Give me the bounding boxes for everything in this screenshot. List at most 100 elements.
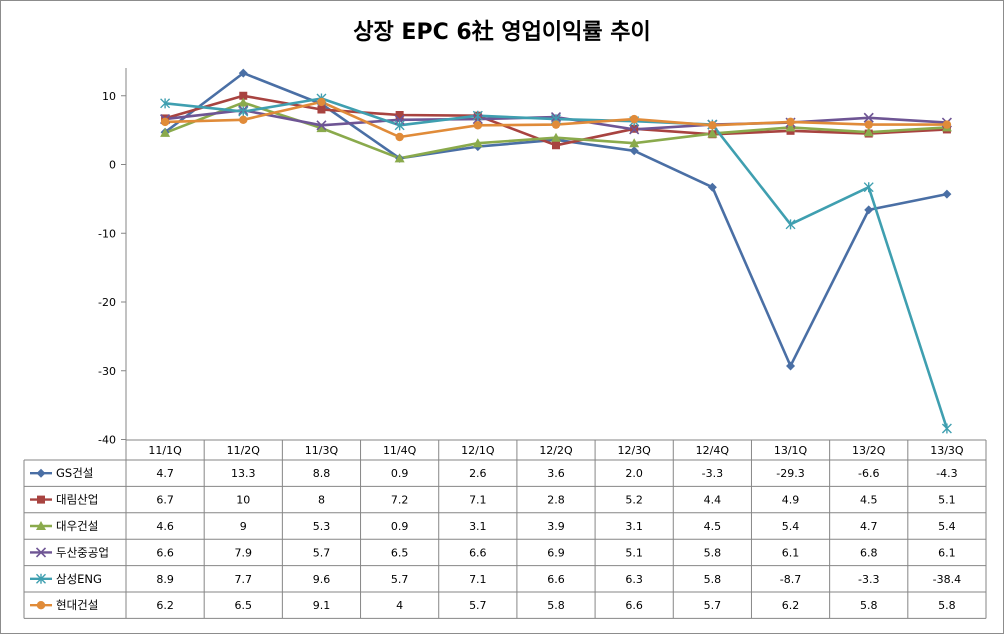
- data-value-label: 6.6: [156, 546, 174, 559]
- data-point-marker: [785, 219, 796, 230]
- data-value-label: -6.6: [858, 467, 879, 480]
- data-point-marker: [864, 205, 874, 215]
- data-value-label: 4.5: [860, 494, 878, 507]
- x-category-label: 12/1Q: [461, 444, 495, 457]
- y-tick-label: 0: [109, 159, 116, 172]
- data-point-marker: [317, 105, 326, 114]
- data-value-label: 6.6: [469, 546, 487, 559]
- data-value-label: 7.7: [235, 573, 253, 586]
- data-point-marker: [316, 120, 327, 131]
- data-value-label: 6.9: [547, 546, 565, 559]
- data-point-marker: [394, 120, 405, 131]
- legend-series-name: 대림산업: [56, 493, 98, 507]
- data-value-label: 5.1: [625, 546, 643, 559]
- y-tick-label: -20: [98, 296, 116, 309]
- data-point-marker: [239, 91, 248, 100]
- data-point-marker: [863, 182, 874, 193]
- x-category-label: 11/1Q: [148, 444, 182, 457]
- data-value-label: 6.1: [782, 546, 800, 559]
- data-value-label: -4.3: [936, 467, 957, 480]
- data-point-marker: [864, 120, 873, 129]
- data-value-label: 5.7: [313, 546, 331, 559]
- data-point-marker: [472, 110, 483, 121]
- data-value-label: 4.6: [156, 520, 174, 533]
- data-table: 11/1Q 11/2Q 11/3Q 11/4Q 12/1Q 12/2Q 12/3Q 12/4Q…: [23, 439, 987, 619]
- data-point-marker: [786, 117, 795, 127]
- data-value-label: 8.9: [156, 573, 174, 586]
- data-value-label: 4.9: [782, 494, 800, 507]
- data-value-label: -8.7: [780, 573, 801, 586]
- data-value-label: 2.6: [469, 467, 487, 480]
- data-value-label: 6.2: [782, 599, 800, 612]
- y-tick-label: 10: [102, 90, 116, 103]
- data-point-marker: [36, 521, 46, 530]
- y-tick-label: -40: [98, 434, 116, 447]
- data-value-label: -38.4: [933, 573, 961, 586]
- data-point-marker: [473, 121, 483, 130]
- data-point-marker: [707, 128, 718, 138]
- x-category-label: 11/3Q: [305, 444, 339, 457]
- data-point-marker: [785, 122, 796, 132]
- data-value-label: 7.9: [235, 546, 253, 559]
- x-category-label: 11/4Q: [383, 444, 417, 457]
- legend-series-name: GS건설: [56, 466, 93, 480]
- data-point-marker: [239, 115, 248, 125]
- data-point-marker: [160, 98, 171, 109]
- data-value-label: 7.1: [469, 494, 487, 507]
- data-point-marker: [36, 468, 46, 478]
- data-value-label: 5.7: [704, 599, 722, 612]
- data-value-label: 6.6: [547, 573, 565, 586]
- data-value-label: -29.3: [776, 467, 804, 480]
- data-value-label: 6.5: [391, 546, 409, 559]
- data-value-label: 4.7: [156, 467, 174, 480]
- data-value-label: 9.1: [313, 599, 331, 612]
- data-point-marker: [863, 112, 874, 123]
- data-point-marker: [629, 146, 639, 156]
- data-value-label: 5.7: [391, 573, 409, 586]
- data-value-label: 5.2: [625, 494, 643, 507]
- data-value-label: 4: [396, 599, 403, 612]
- data-value-label: 6.2: [156, 599, 174, 612]
- data-value-label: 4.4: [704, 494, 722, 507]
- data-point-marker: [317, 97, 326, 107]
- x-category-label: 11/2Q: [227, 444, 261, 457]
- data-value-label: 10: [236, 494, 250, 507]
- data-value-label: 6.6: [625, 599, 643, 612]
- data-point-marker: [941, 423, 952, 434]
- data-point-marker: [160, 117, 170, 127]
- data-point-marker: [551, 132, 561, 142]
- data-point-marker: [786, 361, 796, 371]
- data-point-marker: [238, 106, 249, 117]
- data-value-label: 3.9: [547, 520, 565, 533]
- legend-series-name: 두산중공업: [56, 545, 109, 559]
- data-value-label: 5.8: [547, 599, 565, 612]
- y-tick-label: -10: [98, 227, 116, 240]
- data-value-label: 6.3: [625, 573, 643, 586]
- data-value-label: 2.8: [547, 494, 565, 507]
- legend-series-name: 삼성ENG: [56, 572, 102, 586]
- data-value-label: 8.8: [313, 467, 331, 480]
- data-value-label: 9.6: [313, 573, 331, 586]
- data-point-marker: [160, 127, 171, 137]
- data-value-label: 0.9: [391, 520, 409, 533]
- series-markers: [160, 68, 952, 434]
- data-value-label: 4.7: [860, 520, 878, 533]
- data-point-marker: [316, 123, 327, 133]
- data-value-label: 5.8: [704, 573, 722, 586]
- data-point-marker: [36, 573, 46, 584]
- data-point-marker: [942, 120, 952, 129]
- data-value-label: 3.1: [625, 520, 643, 533]
- legend-series-name: 현대건설: [56, 598, 98, 612]
- data-value-label: 5.8: [938, 599, 956, 612]
- data-point-marker: [238, 97, 249, 107]
- data-point-marker: [395, 132, 404, 142]
- data-value-label: 7.1: [469, 573, 487, 586]
- data-value-label: 0.9: [391, 467, 409, 480]
- legend-series-name: 대우건설: [56, 519, 98, 533]
- data-value-label: 2.0: [625, 467, 643, 480]
- y-tick-label: -30: [98, 365, 116, 378]
- data-point-marker: [629, 124, 640, 135]
- data-value-label: 5.8: [704, 546, 722, 559]
- data-value-label: 13.3: [231, 467, 256, 480]
